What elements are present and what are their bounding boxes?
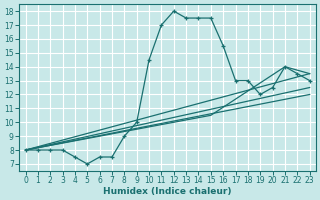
X-axis label: Humidex (Indice chaleur): Humidex (Indice chaleur) bbox=[103, 187, 232, 196]
